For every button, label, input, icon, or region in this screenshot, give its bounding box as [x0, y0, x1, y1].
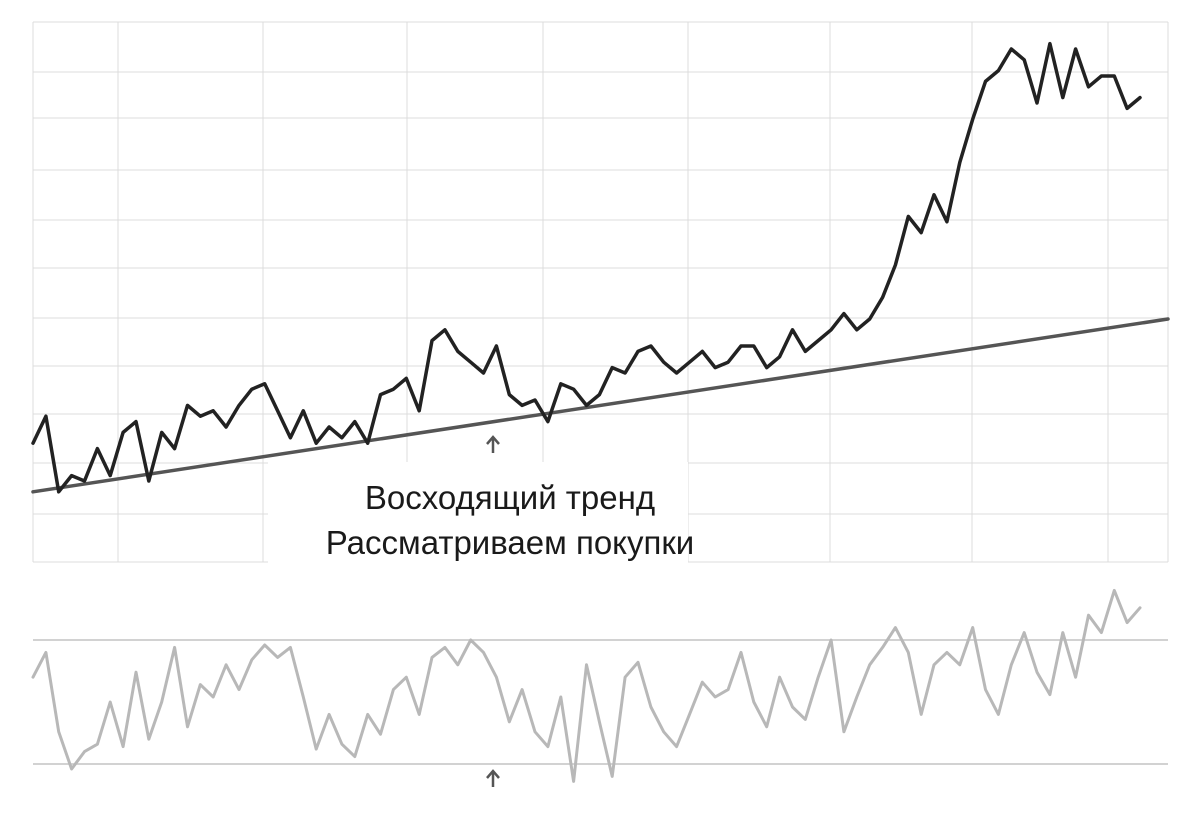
price-panel-grid — [32, 21, 1169, 563]
oscillator-touch-arrow-icon — [486, 769, 500, 787]
price-touch-arrow-icon — [486, 435, 500, 453]
annotation-trend-label: Восходящий тренд — [364, 479, 656, 516]
price-series-line — [31, 41, 1142, 494]
annotation-background — [268, 462, 688, 564]
oscillator-series-line — [31, 588, 1142, 783]
annotation-action-label: Рассматриваем покупки — [325, 524, 695, 561]
trendline — [31, 317, 1170, 494]
oscillator-level-lines — [33, 639, 1168, 765]
